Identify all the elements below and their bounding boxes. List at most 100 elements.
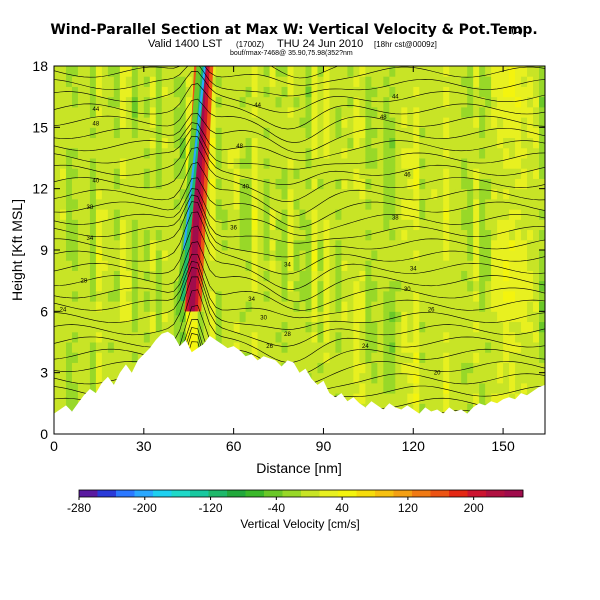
contour-label: 20 — [434, 371, 441, 377]
field-cell — [497, 96, 504, 108]
field-cell — [77, 219, 85, 231]
field-cell — [515, 280, 522, 292]
field-cell — [209, 250, 217, 261]
field-cell — [257, 76, 265, 87]
field-cell — [443, 270, 450, 282]
field-cell — [533, 260, 540, 271]
field-cell — [437, 158, 444, 169]
field-cell — [125, 178, 133, 190]
field-cell — [257, 301, 265, 312]
field-cell — [455, 250, 462, 261]
field-cell — [95, 311, 103, 323]
field-cell — [455, 239, 462, 251]
field-cell — [125, 301, 133, 312]
field-cell — [317, 137, 324, 149]
field-cell — [287, 96, 295, 108]
field-cell — [425, 168, 432, 179]
field-cell — [59, 239, 67, 251]
field-cell — [479, 270, 486, 282]
field-cell — [473, 209, 480, 220]
field-cell — [479, 168, 486, 179]
field-cell — [359, 188, 366, 200]
field-cell — [509, 372, 516, 384]
field-cell — [527, 137, 534, 149]
field-cell — [467, 168, 474, 179]
field-cell — [293, 311, 300, 323]
field-cell — [341, 270, 348, 282]
field-cell — [521, 219, 528, 231]
field-cell — [209, 209, 217, 220]
field-cell — [245, 270, 253, 282]
field-cell — [413, 239, 420, 251]
field-cell — [473, 66, 480, 77]
field-cell — [479, 198, 486, 210]
field-cell — [95, 229, 103, 241]
field-cell — [275, 76, 283, 87]
field-cell — [365, 342, 372, 353]
field-cell — [77, 117, 85, 128]
field-cell — [359, 382, 366, 394]
field-cell — [335, 86, 342, 98]
field-cell — [449, 127, 456, 139]
field-cell — [245, 290, 253, 302]
field-cell — [389, 147, 396, 159]
field-cell — [383, 352, 390, 363]
field-cell — [59, 229, 67, 241]
field-cell — [527, 158, 534, 169]
field-cell — [83, 66, 91, 77]
field-cell — [89, 106, 97, 118]
field-cell — [503, 106, 510, 118]
field-cell — [299, 137, 306, 149]
field-cell — [155, 209, 163, 220]
field-cell — [503, 372, 510, 384]
field-cell — [329, 290, 336, 302]
field-cell — [359, 137, 366, 149]
colorbar-swatch — [338, 490, 357, 497]
field-cell — [329, 301, 336, 312]
field-cell — [401, 372, 408, 384]
field-cell — [467, 250, 474, 261]
field-cell — [293, 198, 300, 210]
field-cell — [407, 311, 414, 323]
field-cell — [269, 331, 277, 343]
field-cell — [281, 188, 289, 200]
field-cell — [167, 158, 175, 169]
field-cell — [239, 219, 247, 231]
field-cell — [54, 137, 61, 149]
field-cell — [65, 270, 73, 282]
field-cell — [95, 76, 103, 87]
field-cell — [155, 301, 163, 312]
field-cell — [233, 198, 241, 210]
field-cell — [119, 178, 127, 190]
field-cell — [503, 137, 510, 149]
field-cell — [437, 362, 444, 374]
field-cell — [287, 229, 295, 241]
field-cell — [209, 290, 217, 302]
field-cell — [83, 229, 91, 241]
field-cell — [389, 106, 396, 118]
field-cell — [119, 86, 127, 98]
field-cell — [437, 168, 444, 179]
field-cell — [59, 290, 67, 302]
field-cell — [437, 239, 444, 251]
field-cell — [383, 393, 390, 404]
field-cell — [467, 86, 474, 98]
field-cell — [269, 117, 277, 128]
field-cell — [77, 250, 85, 261]
field-cell — [479, 321, 486, 333]
field-cell — [377, 372, 384, 384]
field-cell — [509, 178, 516, 190]
field-cell — [449, 96, 456, 108]
run-info: [18hr cst@0009z] — [374, 40, 437, 49]
field-cell — [353, 76, 360, 87]
field-cell — [467, 137, 474, 149]
field-cell — [95, 86, 103, 98]
field-cell — [413, 229, 420, 241]
field-cell — [215, 270, 223, 282]
field-cell — [221, 301, 229, 312]
field-cell — [77, 260, 85, 271]
field-cell — [455, 342, 462, 353]
field-cell — [113, 352, 121, 363]
field-cell — [245, 96, 253, 108]
field-cell — [245, 76, 253, 87]
